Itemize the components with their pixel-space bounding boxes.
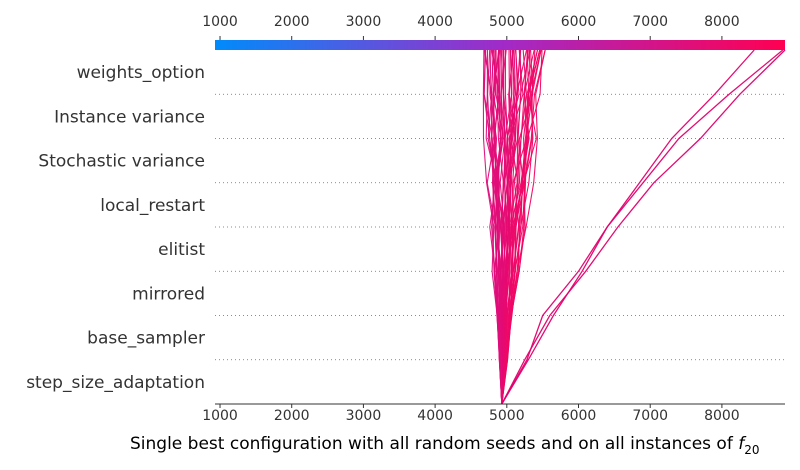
decision-path <box>501 49 755 405</box>
x-axis-title: Single best configuration with all rando… <box>130 434 760 457</box>
feature-label: mirrored <box>132 284 205 304</box>
bottom-tick-label: 7000 <box>632 408 668 424</box>
decision-path <box>501 49 786 405</box>
feature-label: local_restart <box>100 196 205 216</box>
decision-path <box>492 49 503 405</box>
top-tick-label: 1000 <box>202 14 238 30</box>
top-tick-label: 3000 <box>346 14 382 30</box>
bottom-tick-label: 3000 <box>346 408 382 424</box>
bottom-tick-label: 1000 <box>202 408 238 424</box>
top-tick-label: 7000 <box>632 14 668 30</box>
bottom-tick-label: 8000 <box>704 408 740 424</box>
decision-path <box>501 49 546 405</box>
decision-path <box>501 49 515 405</box>
top-tick-label: 5000 <box>489 14 525 30</box>
top-tick-label: 2000 <box>274 14 310 30</box>
feature-label: base_sampler <box>87 329 205 349</box>
top-tick-label: 4000 <box>417 14 453 30</box>
bottom-tick-label: 5000 <box>489 408 525 424</box>
x-axis-title-symbol: f <box>738 434 747 454</box>
decision-path <box>490 49 503 405</box>
top-tick-label: 6000 <box>561 14 597 30</box>
feature-label: Instance variance <box>54 107 205 127</box>
bottom-tick-label: 6000 <box>561 408 597 424</box>
top-axis: 1000 2000 3000 4000 5000 6000 7000 8000 <box>202 14 740 40</box>
feature-label: weights_option <box>77 63 205 83</box>
bottom-tick-label: 2000 <box>274 408 310 424</box>
decision-paths <box>482 49 786 405</box>
top-tick-label: 8000 <box>704 14 740 30</box>
x-axis-title-main: Single best configuration with all rando… <box>130 434 738 454</box>
colorbar <box>215 40 785 50</box>
bottom-axis: 1000 2000 3000 4000 5000 6000 7000 8000 <box>202 403 785 424</box>
feature-label: Stochastic variance <box>38 152 205 172</box>
feature-label: step_size_adaptation <box>26 373 205 393</box>
bottom-tick-label: 4000 <box>417 408 453 424</box>
decision-path <box>501 49 529 405</box>
feature-label: elitist <box>158 240 205 260</box>
feature-labels: weights_option Instance variance Stochasti… <box>26 63 205 393</box>
decision-path <box>501 49 532 405</box>
decision-path <box>501 49 546 405</box>
colorbar-bar <box>215 40 785 50</box>
x-axis-title-subscript: 20 <box>744 443 759 457</box>
